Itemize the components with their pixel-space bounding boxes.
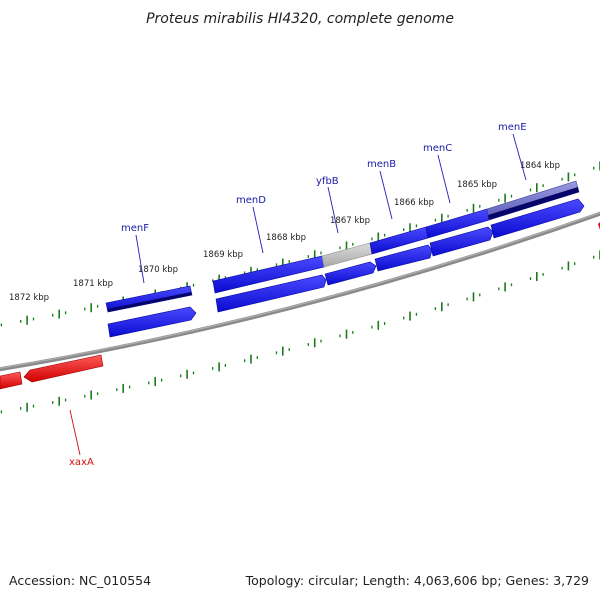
- kbp-label: 1864 kbp: [520, 161, 560, 171]
- kbp-label: 1866 kbp: [394, 198, 434, 208]
- gene-label-menD[interactable]: menD: [236, 195, 266, 206]
- gene-track-inner: [107, 198, 585, 338]
- gene-arrow[interactable]: [374, 244, 433, 272]
- gene-label-xaxA[interactable]: xaxA: [69, 457, 94, 468]
- kbp-label: 1871 kbp: [73, 279, 113, 289]
- kbp-label: 1872 kbp: [9, 293, 49, 303]
- gene-label-menE[interactable]: menE: [498, 122, 527, 133]
- gene-arrow-reverse[interactable]: [0, 371, 23, 390]
- kbp-label: 1870 kbp: [138, 265, 178, 275]
- kbp-label: 1868 kbp: [266, 233, 306, 243]
- gene-label-leader-xaxA: [69, 409, 81, 456]
- kbp-label: 1867 kbp: [330, 216, 370, 226]
- gene-label-menC[interactable]: menC: [423, 143, 452, 154]
- gene-xaxA[interactable]: [23, 354, 104, 383]
- gene-arrow[interactable]: [324, 261, 377, 286]
- gene-arrow[interactable]: [490, 198, 585, 239]
- genome-backbone: [0, 211, 600, 372]
- gene-track-outer: [105, 180, 580, 313]
- kbp-labels: 1872 kbp 1871 kbp 1870 kbp 1869 kbp 1868…: [9, 161, 560, 303]
- accession-label: Accession: NC_010554: [9, 573, 151, 588]
- gene-label-menF[interactable]: menF: [121, 223, 149, 234]
- gene-labels: menF menD yfbB menB menC menE xaxA: [69, 122, 527, 468]
- gene-label-leaders: [135, 133, 527, 284]
- kbp-label: 1865 kbp: [457, 180, 497, 190]
- gene-arrow[interactable]: [107, 306, 197, 338]
- reverse-scale-ticks: [0, 250, 600, 414]
- kbp-label: 1869 kbp: [203, 250, 243, 260]
- gene-arrow[interactable]: [429, 226, 494, 257]
- gene-track-reverse: [0, 222, 600, 390]
- gene-menF-outer[interactable]: [105, 285, 193, 313]
- gene-label-yfbB[interactable]: yfbB: [316, 176, 339, 187]
- gene-label-menB[interactable]: menB: [367, 159, 396, 170]
- gene-arrow[interactable]: [215, 274, 327, 313]
- map-title: Proteus mirabilis HI4320, complete genom…: [146, 11, 454, 27]
- topology-label: Topology: circular; Length: 4,063,606 bp…: [245, 573, 589, 588]
- gene-menE-outer[interactable]: [486, 180, 580, 221]
